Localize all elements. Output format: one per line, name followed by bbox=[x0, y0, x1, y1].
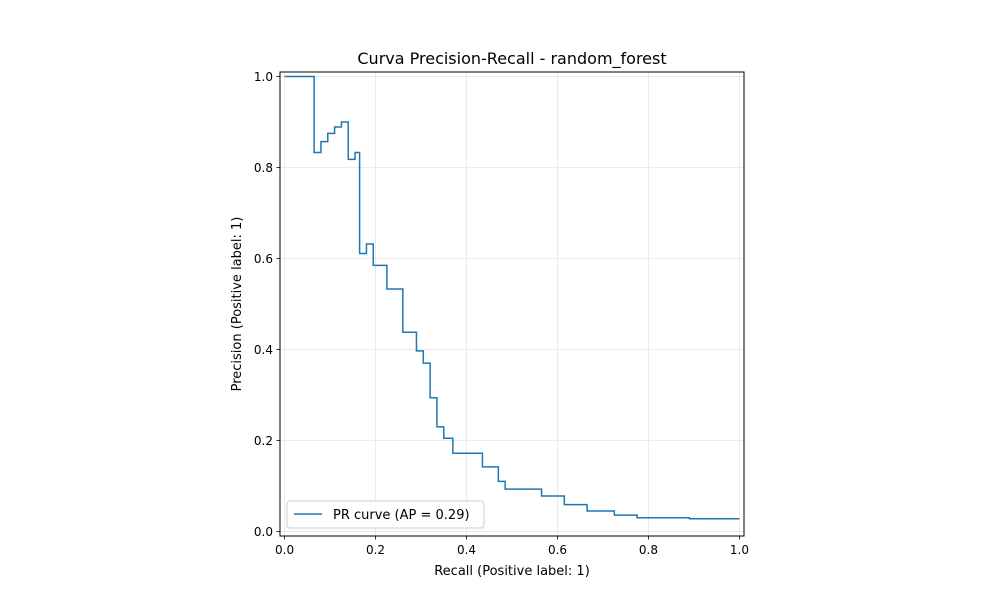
x-tick-label: 0.2 bbox=[366, 543, 385, 557]
x-axis-label: Recall (Positive label: 1) bbox=[434, 564, 590, 579]
y-tick-label: 0.6 bbox=[254, 252, 273, 266]
legend-box bbox=[286, 500, 485, 529]
series-layer bbox=[284, 75, 740, 520]
plot-frame bbox=[279, 71, 745, 537]
x-tick-label: 0.8 bbox=[639, 543, 658, 557]
pr-curve-line bbox=[284, 75, 740, 520]
x-tick-label: 0.6 bbox=[548, 543, 567, 557]
grid bbox=[280, 72, 744, 536]
x-tick-label: 0.4 bbox=[457, 543, 476, 557]
ticks: 0.0 0.2 0.4 0.6 0.8 1.0 0.0 0.2 0.4 0.6 0.8 1.0 bbox=[254, 70, 749, 557]
x-tick-label: 1.0 bbox=[730, 543, 749, 557]
y-tick-label: 1.0 bbox=[254, 70, 273, 84]
chart-title: Curva Precision-Recall - random_forest bbox=[357, 49, 666, 69]
y-tick-label: 0.8 bbox=[254, 161, 273, 175]
y-tick-label: 0.4 bbox=[254, 343, 273, 357]
y-axis-label: Precision (Positive label: 1) bbox=[230, 217, 245, 392]
legend-label: PR curve (AP = 0.29) bbox=[333, 508, 470, 523]
y-tick-label: 0.0 bbox=[254, 525, 273, 539]
legend: PR curve (AP = 0.29) bbox=[286, 500, 485, 529]
y-tick-label: 0.2 bbox=[254, 434, 273, 448]
x-tick-label: 0.0 bbox=[275, 543, 294, 557]
